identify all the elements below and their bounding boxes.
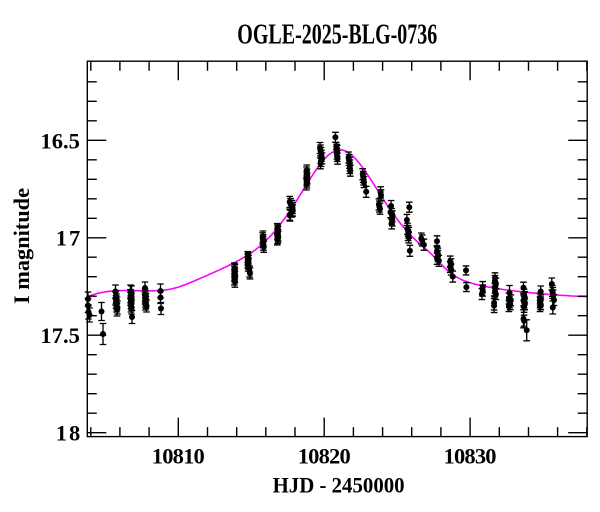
svg-text:17.5: 17.5 (40, 323, 80, 348)
svg-text:10820: 10820 (298, 443, 351, 468)
svg-text:10830: 10830 (444, 443, 497, 468)
svg-text:16.5: 16.5 (40, 128, 80, 153)
svg-text:OGLE-2025-BLG-0736: OGLE-2025-BLG-0736 (237, 19, 437, 51)
svg-text:10810: 10810 (152, 443, 205, 468)
svg-text:HJD - 2450000: HJD - 2450000 (273, 472, 405, 497)
svg-text:I magnitude: I magnitude (9, 188, 34, 304)
